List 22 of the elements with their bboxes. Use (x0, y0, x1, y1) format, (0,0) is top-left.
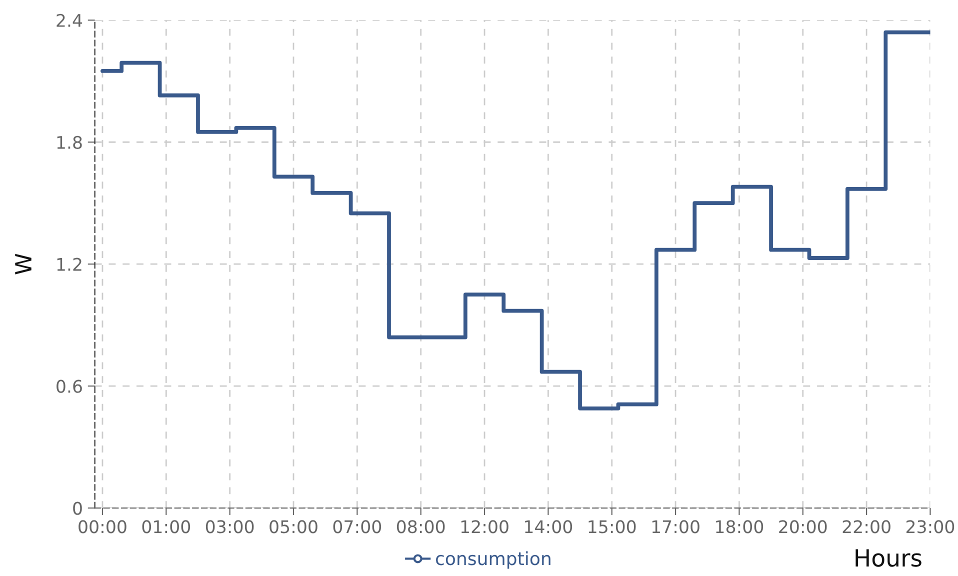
y-tick-label: 1.2 (57, 258, 82, 271)
x-tick-label: 01:00 (142, 520, 190, 534)
y-tick-label: 0.6 (56, 380, 82, 393)
y-tick-label: 2.4 (56, 14, 82, 27)
x-tick-label: 12:00 (461, 520, 508, 534)
y-tick-label: 0 (73, 502, 82, 515)
x-tick-label: 03:00 (206, 520, 254, 534)
x-tick-label: 20:00 (779, 520, 827, 534)
x-tick-label: 17:00 (652, 520, 700, 534)
x-tick-label: 14:00 (525, 520, 572, 534)
x-tick-label: 23:00 (906, 520, 954, 534)
x-tick-label: 22:00 (842, 520, 890, 534)
x-tick-label: 05:00 (270, 520, 318, 534)
x-tick-label: 08:00 (396, 520, 445, 534)
y-axis-title: W (15, 254, 32, 274)
x-tick-label: 07:00 (333, 520, 382, 534)
legend-label: consumption (436, 551, 550, 569)
x-axis-title: Hours (856, 549, 922, 567)
x-tick-label: 18:00 (716, 520, 764, 534)
x-tick-label: 00:00 (78, 520, 126, 534)
x-tick-label: 15:00 (588, 520, 636, 534)
y-tick-label: 1.8 (57, 136, 82, 149)
